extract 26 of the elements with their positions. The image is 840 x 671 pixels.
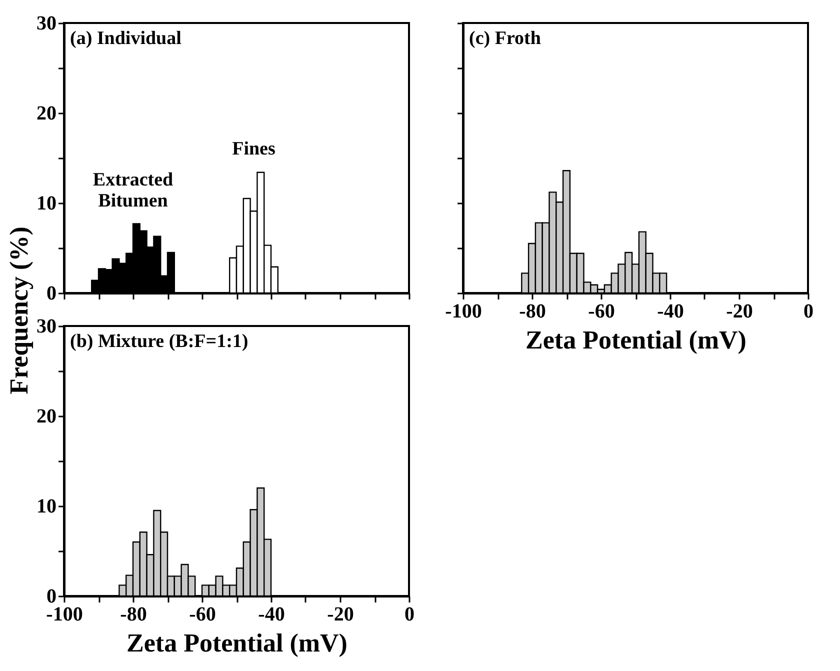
y-tick-label: 0 xyxy=(46,282,56,304)
x-axis-title: Zeta Potential (mV) xyxy=(526,326,746,354)
chart-title: (c) Froth xyxy=(469,28,542,49)
x-tick-label: -40 xyxy=(258,604,285,626)
x-tick-label: -20 xyxy=(327,604,354,626)
annotation: Extracted Bitumen xyxy=(92,170,174,212)
y-tick-label: 10 xyxy=(36,192,56,214)
x-tick-label: 0 xyxy=(804,300,814,322)
chart-title: (a) Individual xyxy=(70,28,182,49)
x-axis-title: Zeta Potential (mV) xyxy=(126,628,348,658)
y-tick-label: 30 xyxy=(36,12,56,34)
chart-title: (b) Mixture (B:F=1:1) xyxy=(70,331,248,352)
x-tick-label: -60 xyxy=(588,300,615,322)
y-tick-label: 20 xyxy=(36,102,56,124)
y-tick-label: 10 xyxy=(36,496,56,518)
x-tick-label: -60 xyxy=(189,604,216,626)
x-tick-label: -20 xyxy=(726,300,753,322)
y-axis-title: Frequency (%) xyxy=(4,226,34,394)
y-tick-label: 20 xyxy=(36,406,56,428)
x-tick-label: -80 xyxy=(519,300,546,322)
x-tick-label: -80 xyxy=(120,604,147,626)
annotation: Fines xyxy=(232,138,276,160)
y-tick-label: 30 xyxy=(36,316,56,338)
x-tick-label: -40 xyxy=(657,300,684,322)
x-tick-label: -100 xyxy=(445,300,482,322)
x-tick-label: 0 xyxy=(404,604,414,626)
